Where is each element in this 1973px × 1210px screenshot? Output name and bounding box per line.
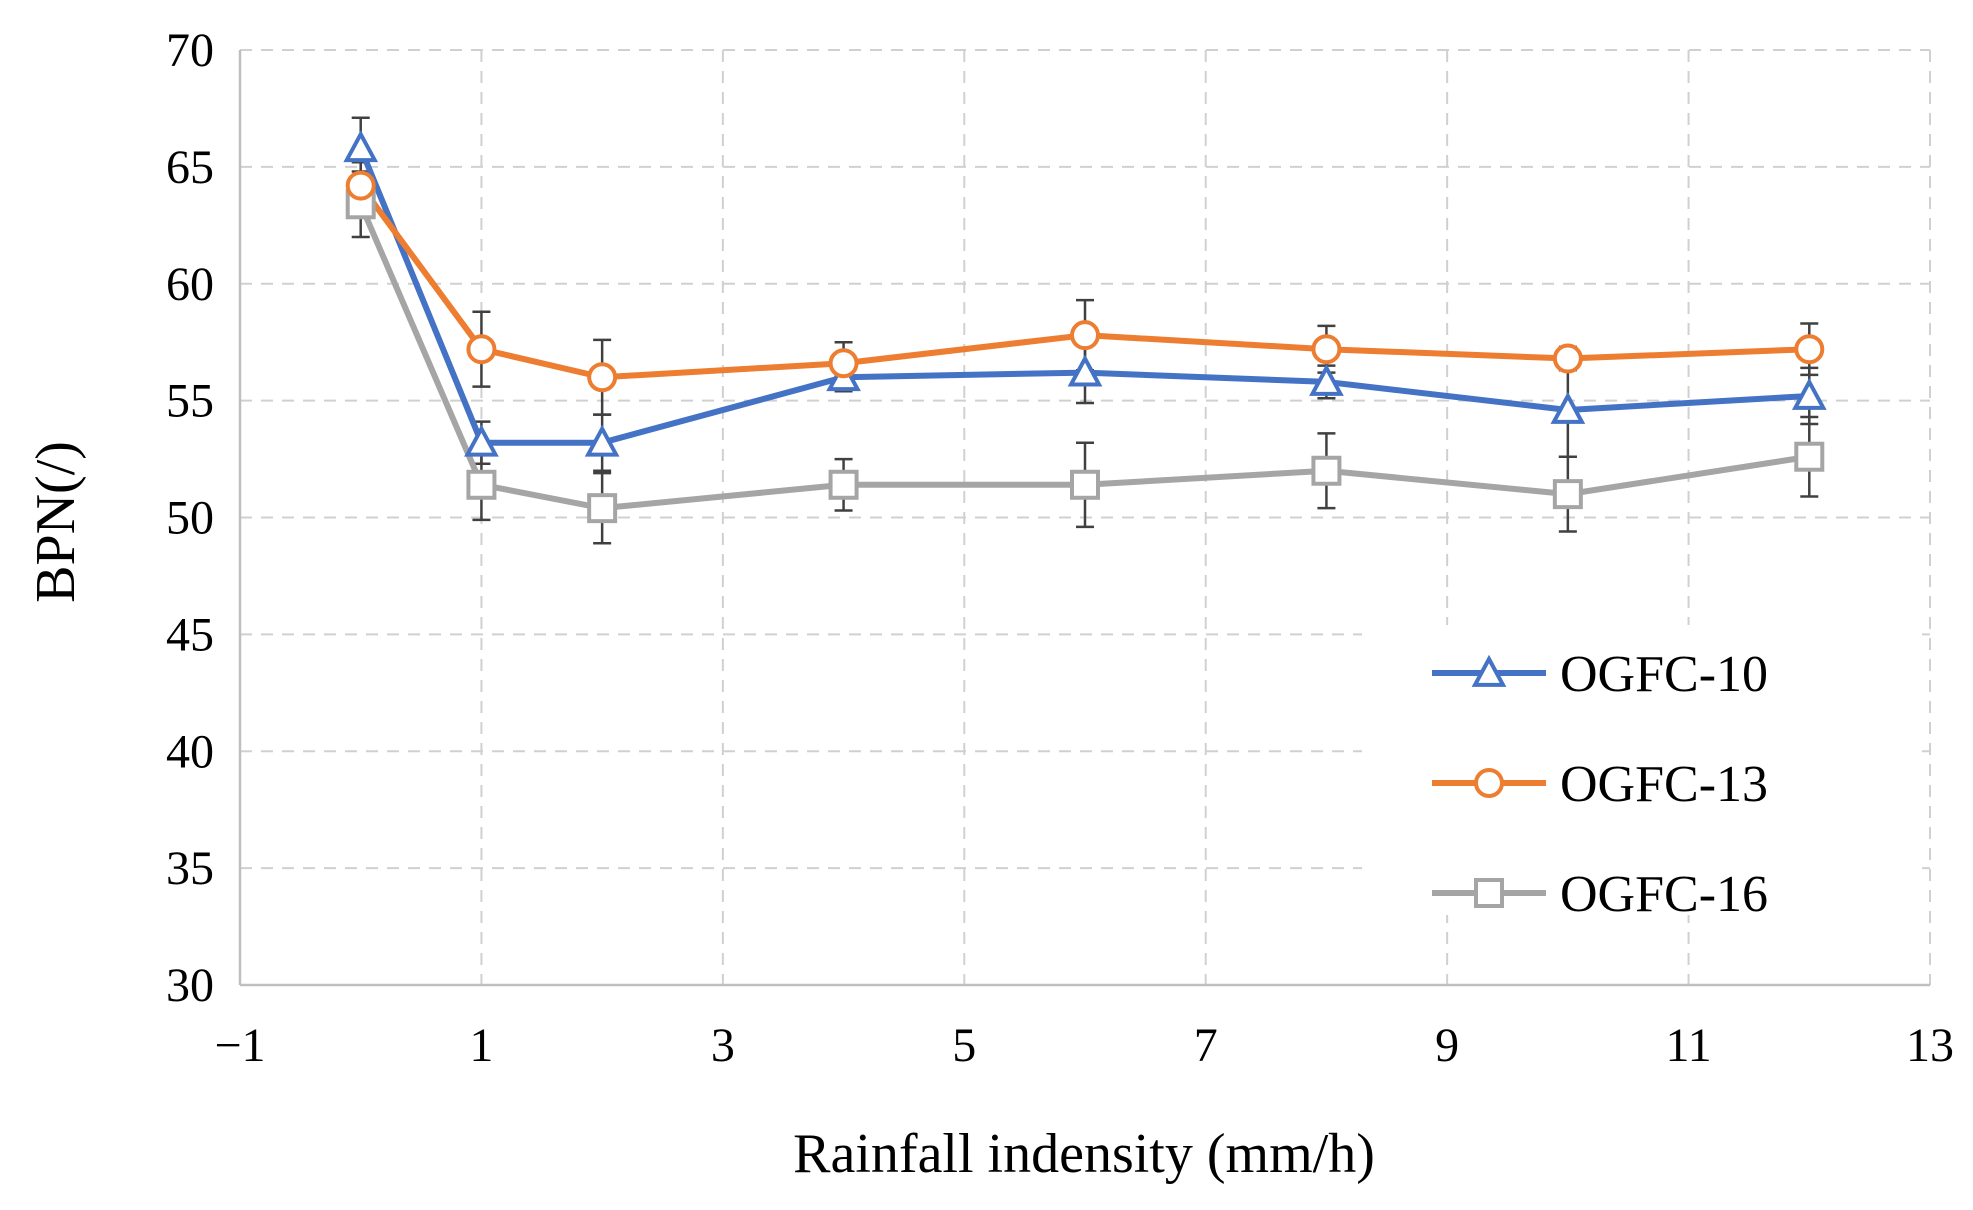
- y-axis-title: BPN(/): [25, 441, 87, 603]
- ogfc-13-point: [1794, 334, 1825, 365]
- y-tick-label: 60: [166, 258, 214, 311]
- ogfc-16-point: [1311, 455, 1342, 486]
- legend: OGFC-10 OGFC-13 OGFC-16: [1362, 625, 1922, 923]
- x-tick-label: 11: [1665, 1019, 1711, 1072]
- y-tick-label: 70: [166, 24, 214, 77]
- ogfc-10-line: [357, 147, 1810, 446]
- ogfc-16-line: [357, 203, 1810, 512]
- ogfc-16-point: [828, 469, 859, 500]
- legend-label-ogfc-16: OGFC-16: [1560, 866, 1768, 923]
- legend-label-ogfc-10: OGFC-10: [1560, 646, 1768, 703]
- ogfc-10-point: [1067, 354, 1103, 387]
- legend-marker-ogfc-16: [1474, 878, 1504, 908]
- y-tick-label: 35: [166, 842, 214, 895]
- ogfc-16-point: [1794, 441, 1825, 472]
- ogfc-13-point: [466, 334, 497, 365]
- x-tick-label: 9: [1435, 1019, 1459, 1072]
- ogfc-13-line: [358, 183, 1810, 381]
- ogfc-16-point: [587, 493, 618, 524]
- ogfc-10-point: [584, 424, 620, 457]
- legend-marker-ogfc-10: [1471, 654, 1507, 687]
- y-tick-label: 40: [166, 725, 214, 778]
- ogfc-10-point: [1309, 363, 1344, 396]
- x-tick-label: 13: [1906, 1019, 1954, 1072]
- x-tick-label: 7: [1194, 1019, 1218, 1072]
- ogfc-13-point: [345, 170, 376, 201]
- ogfc-16-point: [1552, 479, 1583, 510]
- ogfc-16-point: [1070, 469, 1100, 500]
- legend-label-ogfc-13: OGFC-13: [1560, 756, 1768, 813]
- ogfc-10-point: [343, 129, 379, 163]
- x-tick-label: 1: [469, 1019, 493, 1072]
- y-tick-label: 55: [166, 375, 214, 428]
- ogfc-10-point: [1791, 377, 1827, 410]
- ogfc-13-point: [587, 362, 618, 393]
- y-tick-label: 50: [166, 492, 214, 545]
- y-tick-label: 65: [166, 141, 214, 194]
- legend-marker-ogfc-13: [1474, 768, 1504, 798]
- ogfc-13-point: [1311, 334, 1342, 365]
- series-lines: [357, 147, 1810, 512]
- ogfc-13-point: [1070, 320, 1100, 351]
- axes: [238, 50, 1930, 987]
- x-axis-title: Rainfall indensity (mm/h): [793, 1123, 1375, 1185]
- ogfc-13-point: [828, 348, 859, 379]
- x-tick-label: 5: [952, 1019, 976, 1072]
- series-markers: [343, 129, 1827, 524]
- x-tick-label: −1: [214, 1019, 265, 1072]
- ogfc-16-point: [466, 469, 497, 500]
- y-tick-label: 45: [166, 608, 214, 661]
- ogfc-10-point: [1550, 391, 1586, 424]
- x-tick-label: 3: [711, 1019, 735, 1072]
- y-tick-label: 30: [166, 959, 214, 1012]
- ogfc-13-point: [1552, 343, 1583, 374]
- ogfc-10-point: [464, 424, 499, 457]
